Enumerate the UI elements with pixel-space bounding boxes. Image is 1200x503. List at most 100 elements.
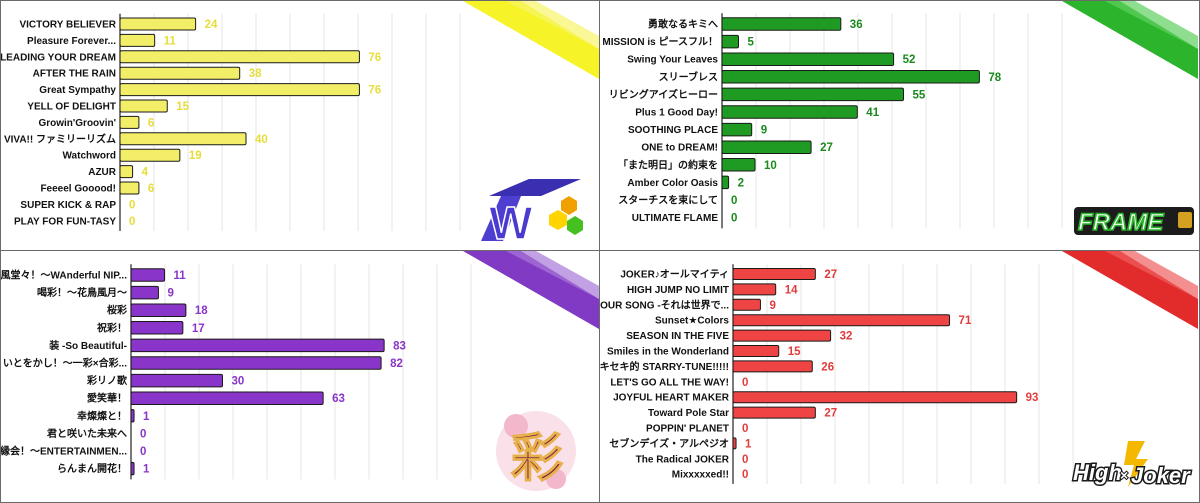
data-label: 27 — [824, 408, 837, 420]
category-label: リビングアイズヒーロー — [609, 88, 718, 101]
category-label: Toward Pole Star — [648, 408, 729, 419]
w-logo-text: W — [489, 197, 533, 249]
data-label: 76 — [368, 52, 381, 64]
bar — [119, 99, 168, 113]
category-label: いとをかし！〜一彩×合彩... — [3, 357, 127, 370]
data-label: 18 — [195, 305, 208, 317]
data-label: 4 — [142, 167, 149, 179]
data-label: 0 — [731, 213, 737, 225]
bar — [732, 298, 761, 311]
data-label: 24 — [205, 19, 218, 31]
data-label: 9 — [769, 300, 775, 312]
bar — [130, 285, 159, 300]
data-label: 36 — [850, 19, 863, 31]
corner-slash-frame — [1062, 1, 1198, 79]
bar — [732, 329, 832, 342]
category-label: SUPER KICK & RAP — [20, 200, 116, 211]
corner-slash-w — [463, 1, 599, 79]
data-label: 0 — [742, 423, 748, 435]
category-label: ONE to DREAM! — [641, 143, 718, 154]
data-label: 41 — [866, 107, 879, 119]
category-label: The Radical JOKER — [636, 454, 730, 465]
bar — [721, 52, 895, 66]
data-label: 63 — [332, 393, 345, 405]
bar — [721, 175, 730, 190]
data-label: 0 — [742, 454, 748, 466]
data-label: 27 — [820, 142, 833, 154]
bar — [119, 33, 156, 47]
bar — [130, 356, 382, 370]
category-label: Plus 1 Good Day! — [635, 108, 718, 119]
data-label: 38 — [249, 68, 262, 80]
highjoker-logo-left: High — [1073, 460, 1122, 485]
data-label: 0 — [742, 469, 748, 481]
data-label: 6 — [148, 117, 154, 129]
bar — [130, 409, 135, 423]
data-label: 9 — [167, 288, 173, 300]
data-label: 27 — [824, 269, 837, 281]
bar — [732, 360, 813, 373]
data-label: 0 — [140, 428, 146, 440]
data-label: 1 — [143, 411, 150, 423]
category-label: スリーブレス — [659, 70, 718, 83]
bar — [721, 122, 753, 137]
category-label: 幸燦燦と！ — [77, 409, 127, 422]
bar — [119, 165, 134, 179]
data-label: 82 — [390, 358, 403, 370]
bar — [732, 345, 780, 357]
data-label: 0 — [742, 377, 748, 389]
category-label: SOOTHING PLACE — [628, 125, 718, 136]
data-label: 1 — [745, 438, 752, 450]
highjoker-logo: High × Joker — [1072, 441, 1193, 490]
frame-logo-text: FRAME — [1078, 209, 1164, 236]
category-label: Pleasure Forever... — [27, 36, 116, 47]
data-label: 93 — [1026, 392, 1039, 404]
data-label: 19 — [189, 150, 202, 162]
data-label: 32 — [840, 331, 853, 343]
bar — [732, 391, 1018, 404]
corner-slash-highjoker — [1062, 251, 1198, 329]
data-label: 1 — [143, 464, 150, 476]
category-label: HIGH JUMP NO LIMIT — [627, 285, 729, 296]
bar — [119, 66, 241, 80]
category-label: JOKER♪オールマイティ — [620, 269, 729, 281]
bar — [721, 105, 858, 119]
category-label: JOYFUL HEART MAKER — [613, 393, 730, 404]
bar — [130, 303, 187, 317]
category-label: Watchword — [62, 151, 116, 162]
category-label: Feeeel Gooood! — [40, 184, 116, 195]
sai-logo: 彩 — [496, 411, 576, 491]
frame-logo: FRAME — [1074, 207, 1194, 237]
chart-panel-w: VICTORY BELIEVER 24 Pleasure Forever... 11 L… — [0, 0, 601, 252]
category-label: キセキ的 STARRY-TUNE!!!!! — [600, 360, 729, 373]
category-label: LET'S GO ALL THE WAY! — [610, 377, 729, 388]
data-label: 76 — [368, 85, 381, 97]
bar — [732, 268, 816, 280]
chart-panel-highjoker: JOKER♪オールマイティ 27 HIGH JUMP NO LIMIT 14 OUR S… — [599, 250, 1200, 503]
category-label: 祝彩！ — [97, 321, 127, 334]
bar — [130, 338, 385, 353]
category-label: MISSION is ピースフル！ — [602, 36, 718, 48]
data-label: 9 — [761, 125, 767, 137]
data-label: 78 — [988, 72, 1001, 84]
data-label: 52 — [903, 54, 916, 66]
category-label: 勇敢なるキミへ — [648, 18, 718, 31]
bar — [130, 373, 223, 388]
data-label: 0 — [140, 446, 146, 458]
data-label: 10 — [764, 160, 777, 172]
category-label: 彩リノ歌 — [86, 374, 128, 387]
category-label: 喝彩！〜花鳥風月〜 — [37, 286, 127, 299]
category-label: 縁会！〜ENTERTAINMEN... — [1, 445, 127, 458]
bar — [130, 461, 135, 476]
chart-svg-highjoker: JOKER♪オールマイティ 27 HIGH JUMP NO LIMIT 14 OUR S… — [600, 251, 1198, 490]
bar — [119, 50, 360, 64]
category-label: 装 -So Beautiful- — [48, 339, 127, 352]
chart-svg-frame: 勇敢なるキミへ 36 MISSION is ピースフル！ 5 Swing Your Le… — [602, 1, 1198, 237]
category-label: 桜彩 — [107, 304, 127, 317]
bar — [130, 321, 184, 335]
category-label: Sunset★Colors — [655, 316, 729, 327]
category-label: Amber Color Oasis — [627, 178, 718, 189]
bar — [732, 283, 777, 296]
bar — [721, 140, 812, 154]
